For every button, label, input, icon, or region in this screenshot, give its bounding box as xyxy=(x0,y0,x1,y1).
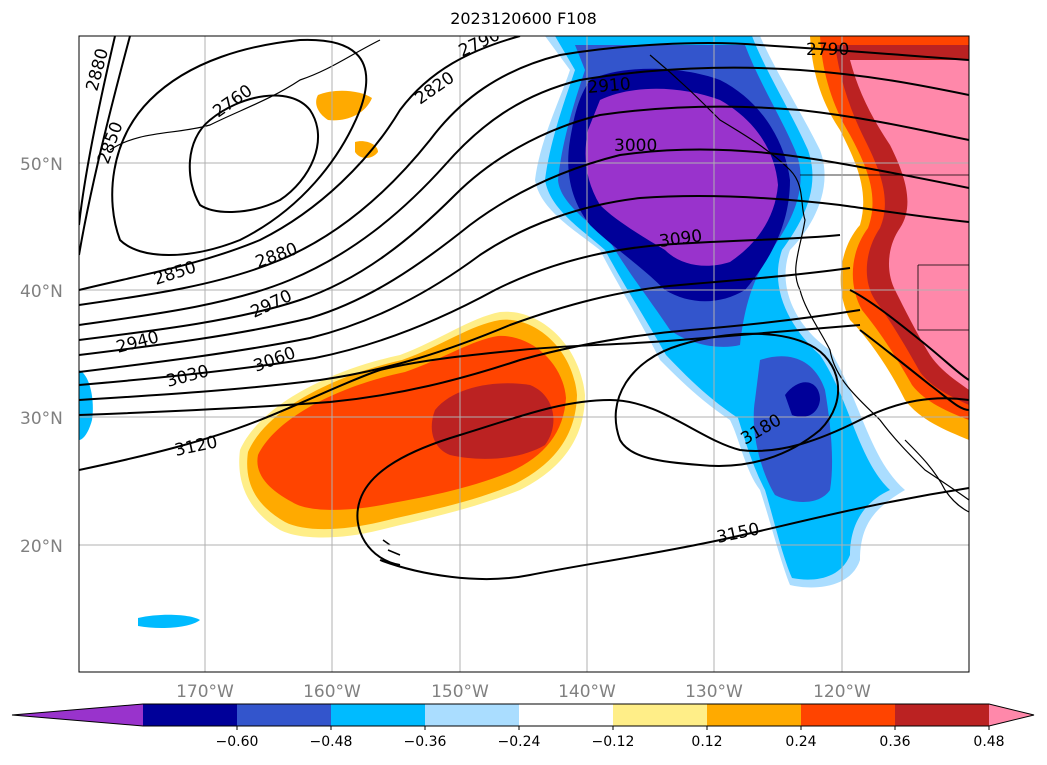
lon-label: 150°W xyxy=(431,682,489,702)
contour-label: 3000 xyxy=(614,136,657,156)
contour-label: 2790 xyxy=(806,40,849,60)
colorbar-tick-label: −0.36 xyxy=(404,734,447,750)
colorbar-bin xyxy=(895,704,990,726)
colorbar: −0.60 −0.48 −0.36 −0.24 −0.12 0.12 0.24 0.36 0.4… xyxy=(11,703,1035,750)
contour-label: 2910 xyxy=(587,74,632,98)
colorbar-bin xyxy=(143,704,238,726)
colorbar-tick-label: −0.24 xyxy=(498,734,541,750)
lat-label: 30°N xyxy=(20,409,63,429)
colorbar-bin xyxy=(237,704,332,726)
coastlines xyxy=(109,39,969,556)
colorbar-bin xyxy=(425,704,520,726)
colorbar-tick-label: 0.24 xyxy=(785,734,816,750)
map-area: 2880 2850 2760 2820 2790 2910 2790 3000 … xyxy=(79,36,969,672)
colorbar-outline xyxy=(11,703,1035,727)
colorbar-tick-label: −0.48 xyxy=(310,734,353,750)
colorbar-tick-label: −0.60 xyxy=(216,734,259,750)
colorbar-bin xyxy=(801,704,896,726)
height-contours xyxy=(79,36,969,580)
gridlines xyxy=(79,36,969,672)
colorbar-bin xyxy=(519,704,614,726)
longitude-labels: 170°W 160°W 150°W 140°W 130°W 120°W xyxy=(176,682,871,702)
positive-shading-east xyxy=(810,36,969,440)
positive-shading-central xyxy=(239,90,585,538)
colorbar-bin xyxy=(331,704,426,726)
map-frame xyxy=(78,35,970,673)
lat-label: 50°N xyxy=(20,155,63,175)
lon-label: 170°W xyxy=(176,682,234,702)
latitude-labels: 50°N 40°N 30°N 20°N xyxy=(20,155,63,557)
colorbar-extend-low xyxy=(12,704,143,726)
lon-label: 130°W xyxy=(685,682,743,702)
colorbar-tick-label: 0.48 xyxy=(973,734,1004,750)
colorbar-bin xyxy=(707,704,802,726)
colorbar-extend-high xyxy=(989,704,1034,726)
colorbar-tick-label: 0.12 xyxy=(691,734,722,750)
lon-label: 120°W xyxy=(813,682,871,702)
colorbar-bin xyxy=(613,704,708,726)
map-title: 2023120600 F108 xyxy=(450,9,597,28)
lat-label: 20°N xyxy=(20,537,63,557)
lon-label: 160°W xyxy=(303,682,361,702)
lat-label: 40°N xyxy=(20,282,63,302)
lon-label: 140°W xyxy=(558,682,616,702)
colorbar-tick-label: −0.12 xyxy=(592,734,635,750)
negative-shading xyxy=(79,36,905,628)
colorbar-tick-label: 0.36 xyxy=(879,734,910,750)
